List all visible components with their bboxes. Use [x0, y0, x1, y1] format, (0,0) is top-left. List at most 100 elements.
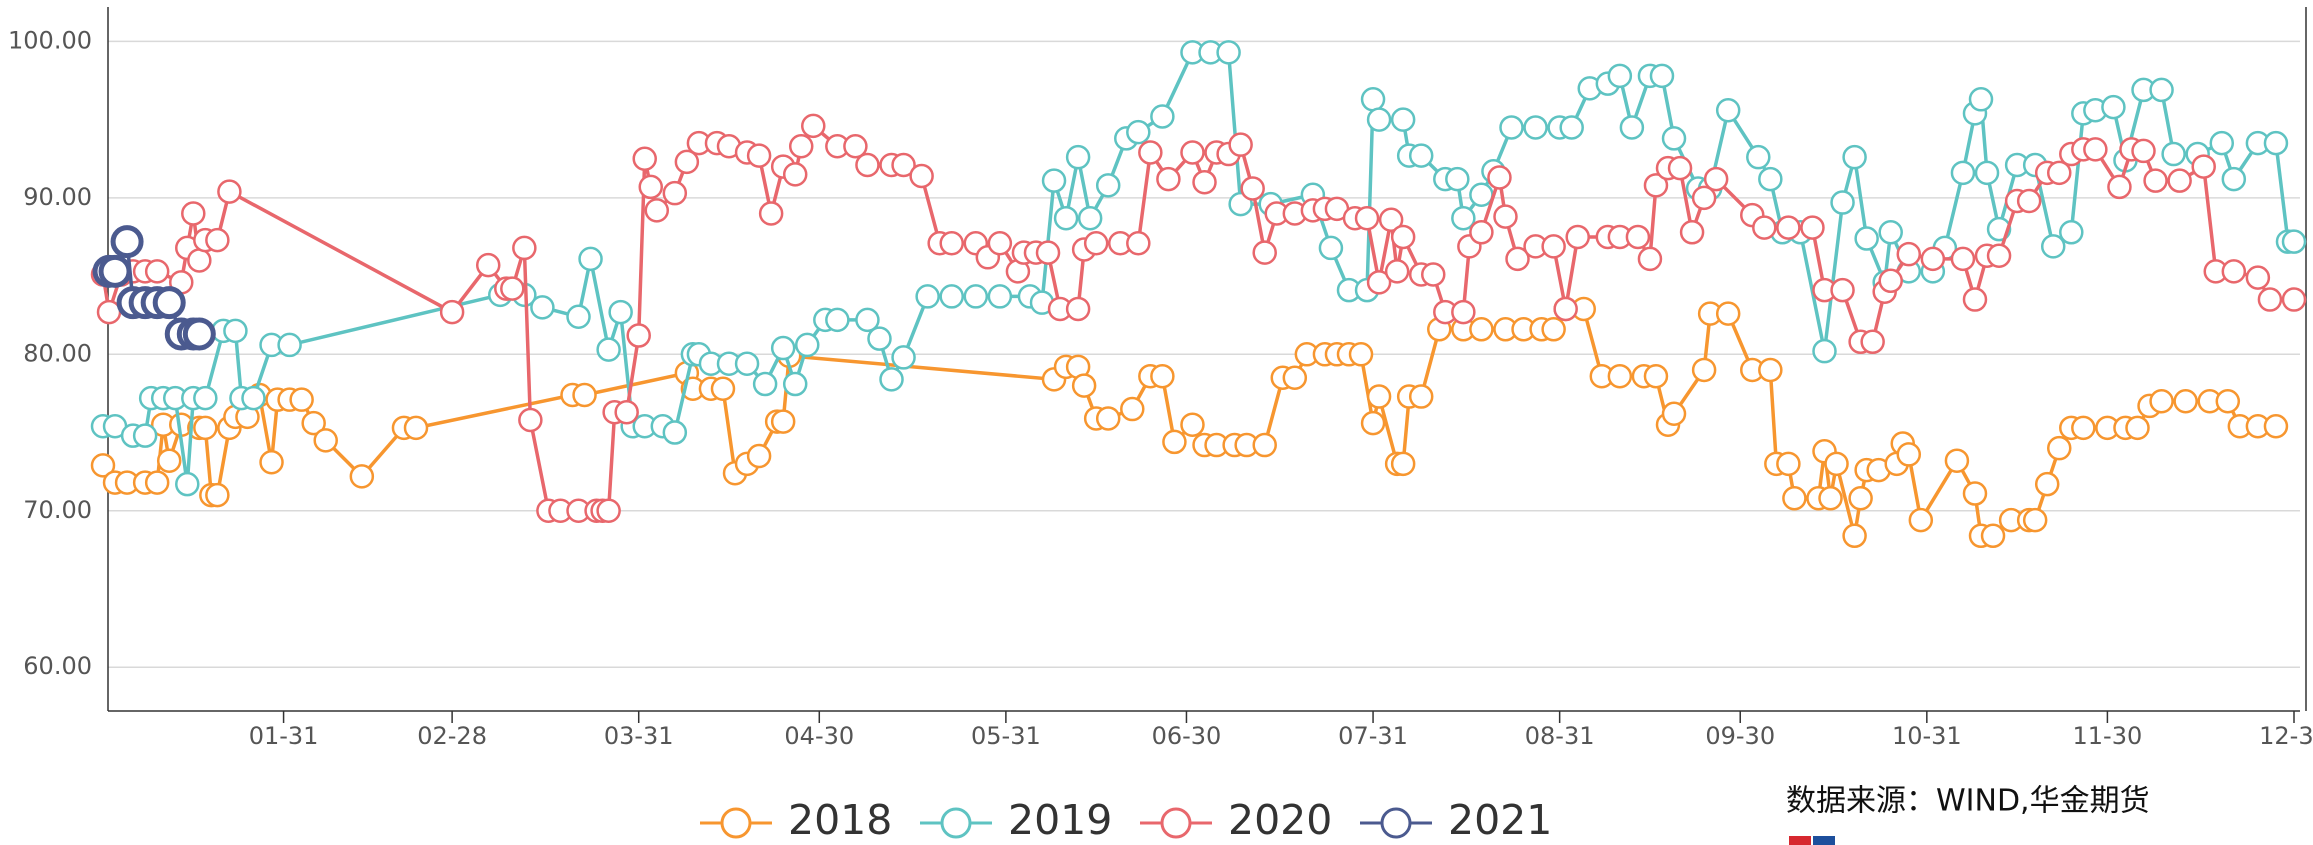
data-point [1499, 115, 1524, 140]
x-tick-label: 08-31 [1525, 722, 1595, 750]
data-point [475, 252, 501, 278]
data-point [1469, 317, 1494, 342]
x-tick-label: 06-30 [1152, 722, 1222, 750]
data-point [277, 332, 302, 358]
data-point [1360, 410, 1386, 436]
data-point [500, 276, 525, 301]
data-point [1559, 115, 1584, 140]
data-point [1138, 140, 1163, 165]
data-point [1625, 224, 1651, 250]
x-tick-label: 09-30 [1705, 722, 1775, 750]
data-point [1878, 268, 1903, 294]
data-point [1968, 87, 1994, 112]
data-point [1041, 168, 1067, 193]
data-point [770, 409, 796, 434]
data-point [674, 149, 700, 175]
data-point [1800, 215, 1825, 240]
y-tick-label: 60.00 [23, 652, 92, 680]
data-point [1842, 144, 1867, 170]
x-tick-label: 07-31 [1338, 722, 1408, 750]
data-point [1126, 230, 1151, 256]
data-point [181, 201, 206, 226]
data-point [1703, 166, 1729, 192]
data-point [1035, 240, 1061, 265]
y-tick-label: 70.00 [23, 496, 92, 524]
y-tick-label: 80.00 [23, 339, 92, 367]
data-point [1619, 115, 1645, 140]
data-point [2131, 138, 2156, 164]
data-point [241, 385, 266, 411]
data-point [1378, 207, 1404, 233]
data-point [98, 254, 132, 288]
data-point [1782, 485, 1807, 511]
data-point [1950, 246, 1976, 272]
data-point [644, 198, 670, 223]
data-point [596, 337, 621, 362]
data-point [632, 146, 657, 172]
data-point [1896, 442, 1922, 467]
data-point [1848, 485, 1873, 511]
y-tick-label: 100.00 [8, 26, 92, 54]
data-point [144, 470, 170, 495]
data-point [193, 385, 218, 411]
data-point [2281, 287, 2307, 312]
data-point [1150, 104, 1175, 129]
data-point [795, 332, 820, 358]
x-tick-label: 02-28 [417, 722, 487, 750]
data-point [1083, 230, 1109, 256]
data-point [1986, 243, 2012, 268]
data-point [2040, 234, 2066, 259]
data-point [1366, 107, 1392, 132]
data-point [710, 376, 736, 401]
data-point [1282, 365, 1308, 391]
data-point [2167, 168, 2192, 193]
data-point [1715, 301, 1741, 326]
data-point [1252, 240, 1277, 265]
data-point [1451, 299, 1476, 325]
data-point [843, 133, 868, 159]
data-point [1354, 205, 1380, 231]
data-point [1451, 205, 1476, 231]
data-point [1920, 246, 1946, 272]
data-point [2047, 160, 2072, 186]
x-tick-label: 10-31 [1892, 722, 1962, 750]
data-point [1390, 451, 1416, 477]
data-point [1752, 215, 1777, 240]
data-point [1095, 173, 1121, 198]
data-point [1366, 384, 1392, 409]
data-point [1908, 507, 1934, 533]
data-point [1950, 160, 1976, 186]
data-point [1637, 246, 1663, 272]
data-point [518, 407, 543, 433]
x-tick-label: 11-30 [2073, 722, 2143, 750]
data-point [1854, 226, 1879, 251]
data-point [662, 420, 688, 445]
data-point [909, 163, 934, 189]
data-point [2173, 388, 2198, 414]
data-point [2107, 174, 2132, 200]
data-point [2221, 259, 2247, 284]
legend-marker [940, 807, 972, 839]
data-point [1691, 185, 1717, 211]
data-point [1071, 373, 1097, 398]
data-point [801, 113, 826, 139]
data-point [1962, 481, 1988, 506]
data-point [1661, 401, 1687, 427]
data-point [758, 201, 784, 226]
data-point [2083, 137, 2108, 162]
data-point [1565, 224, 1590, 250]
source-note: 数据来源：WIND,华金期货 [1786, 784, 2150, 819]
data-point [1896, 241, 1922, 267]
data-point [1390, 107, 1416, 132]
data-point [156, 448, 182, 473]
data-point [1421, 262, 1446, 287]
data-point [1878, 220, 1903, 245]
data-point [1541, 234, 1566, 259]
data-point [193, 415, 218, 441]
data-point [144, 259, 170, 284]
data-point [1487, 165, 1512, 190]
data-point [1318, 235, 1344, 261]
data-point [1667, 155, 1693, 181]
data-point [1679, 220, 1705, 245]
